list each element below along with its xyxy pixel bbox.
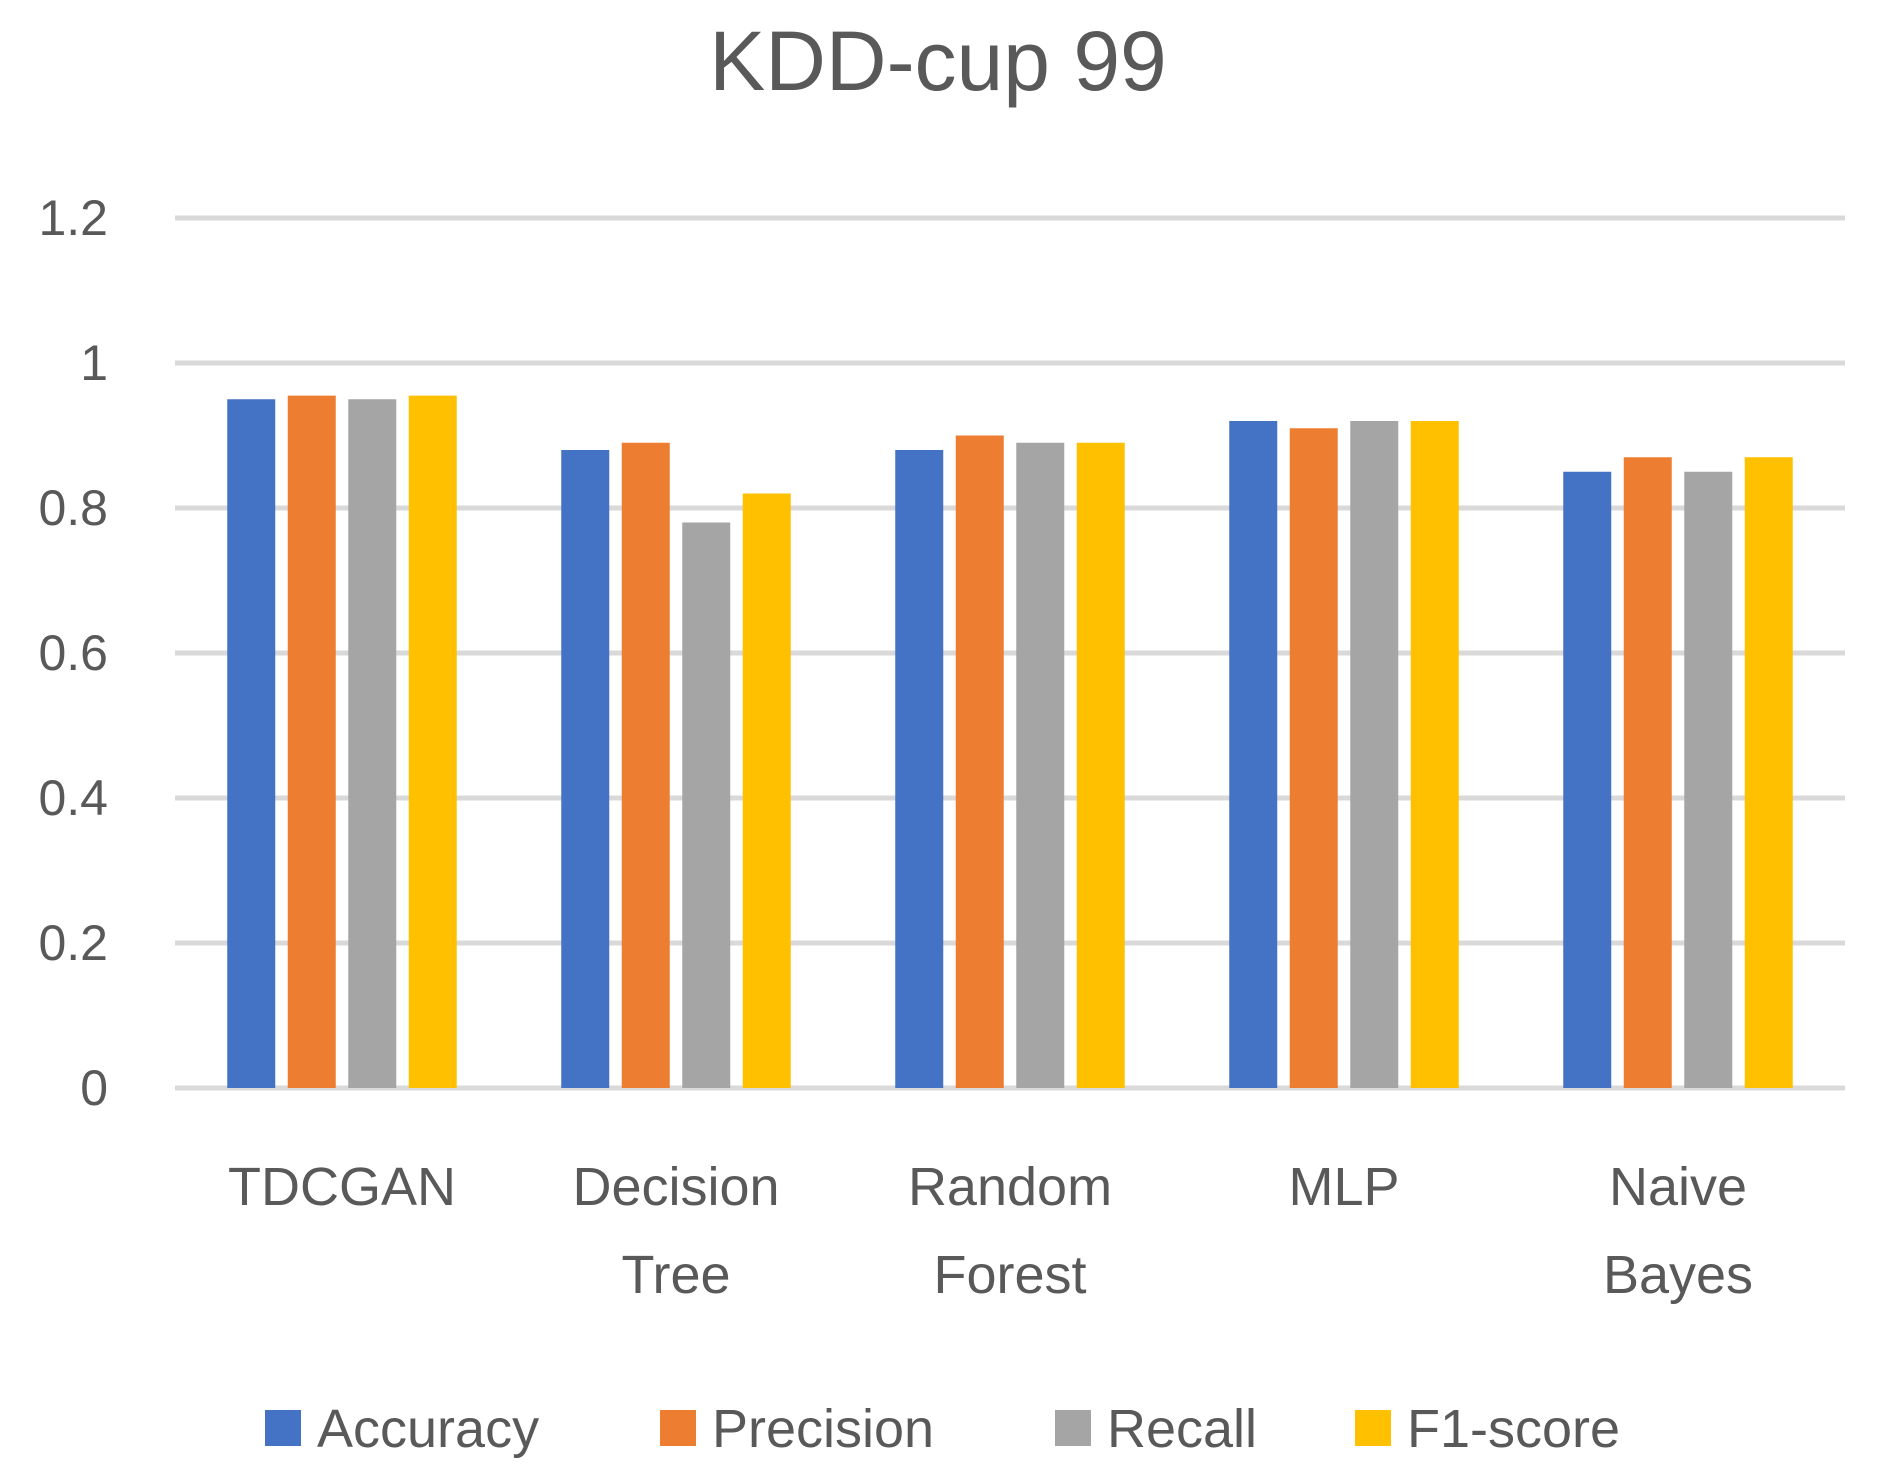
bar-accuracy — [1563, 471, 1612, 1088]
x-category-label: MLP — [1288, 1157, 1399, 1217]
bar-f1-score — [1410, 421, 1459, 1088]
bar-recall — [1016, 442, 1065, 1088]
legend-label: Accuracy — [317, 1399, 539, 1459]
x-category-label: Random — [908, 1157, 1112, 1217]
x-category-label: Bayes — [1603, 1245, 1753, 1305]
y-tick-label: 1.2 — [38, 190, 108, 246]
y-tick-label: 0 — [80, 1060, 108, 1116]
x-category-label: Decision — [572, 1157, 779, 1217]
legend-label: F1-score — [1407, 1399, 1620, 1459]
bar-f1-score — [1744, 457, 1793, 1088]
bar-accuracy — [561, 450, 610, 1088]
bar-precision — [955, 435, 1004, 1088]
bars — [227, 395, 1793, 1088]
legend-swatch — [265, 1410, 301, 1446]
legend-swatch — [660, 1410, 696, 1446]
bar-precision — [1623, 457, 1672, 1088]
legend-label: Precision — [712, 1399, 934, 1459]
bar-accuracy — [895, 450, 944, 1088]
bar-precision — [1289, 428, 1338, 1088]
bar-recall — [1684, 471, 1733, 1088]
bar-accuracy — [227, 399, 276, 1088]
bar-recall — [1350, 421, 1399, 1088]
bar-accuracy — [1229, 421, 1278, 1088]
legend: Accuracy Precision Recall F1-score — [265, 1399, 1620, 1459]
legend-label: Recall — [1107, 1399, 1257, 1459]
y-tick-label: 0.6 — [38, 625, 108, 681]
bar-recall — [348, 399, 397, 1088]
y-axis-ticks: 0 0.2 0.4 0.6 0.8 1 1.2 — [38, 190, 108, 1116]
legend-swatch — [1355, 1410, 1391, 1446]
x-category-label: Tree — [621, 1245, 730, 1305]
bar-precision — [287, 395, 336, 1088]
legend-swatch — [1055, 1410, 1091, 1446]
x-category-label: TDCGAN — [228, 1157, 456, 1217]
bar-f1-score — [408, 395, 457, 1088]
y-tick-label: 1 — [80, 335, 108, 391]
x-category-label: Naive — [1609, 1157, 1747, 1217]
y-tick-label: 0.4 — [38, 770, 108, 826]
x-category-label: Forest — [933, 1245, 1086, 1305]
bar-f1-score — [742, 493, 791, 1088]
bar-recall — [682, 522, 731, 1088]
chart-title: KDD-cup 99 — [709, 14, 1167, 108]
bar-f1-score — [1076, 442, 1125, 1088]
y-tick-label: 0.2 — [38, 915, 108, 971]
bar-precision — [621, 442, 670, 1088]
x-axis-categories: TDCGAN Decision Tree Random Forest MLP Naive Ba… — [228, 1157, 1753, 1305]
y-tick-label: 0.8 — [38, 480, 108, 536]
